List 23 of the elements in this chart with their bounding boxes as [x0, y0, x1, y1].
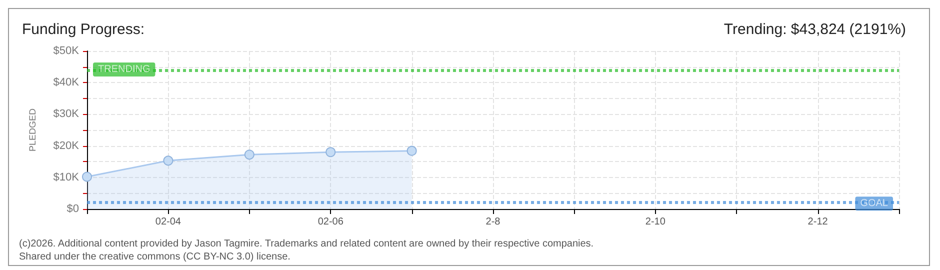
x-tick-label: 02-04 — [155, 216, 182, 228]
x-tick-label: 2-10 — [645, 216, 666, 228]
y-tick-label: $30K — [53, 108, 80, 120]
point — [244, 150, 254, 160]
point — [406, 146, 417, 156]
text: Shared under the creative commons (CC BY-NC 3.0) license. — [19, 252, 290, 262]
y-tick-label: $10K — [53, 171, 80, 184]
chart-subtitle: Trending: $43,824 (2191%) — [724, 21, 906, 38]
text: (c)2026. Additional content provided by Jason Tagmire. Trademarks and related content are owned by their respective companies. — [19, 238, 594, 250]
x-tick-label: 2-8 — [486, 216, 501, 228]
ref-line-label: GOAL — [860, 198, 888, 210]
point — [326, 147, 336, 158]
point — [163, 156, 174, 166]
y-tick-label: $0 — [66, 203, 79, 215]
y-axis-title: PLEDGED — [28, 108, 38, 152]
chart-title: Funding Progress: — [22, 21, 145, 38]
x-tick-label: 2-12 — [808, 216, 828, 228]
x-tick-label: 02-06 — [318, 216, 344, 228]
y-tick-label: $40K — [53, 76, 80, 89]
y-tick-label: $50K — [53, 45, 80, 57]
ref-line-label: TRENDING — [98, 64, 150, 76]
point — [82, 172, 92, 182]
y-tick-label: $20K — [53, 140, 80, 152]
